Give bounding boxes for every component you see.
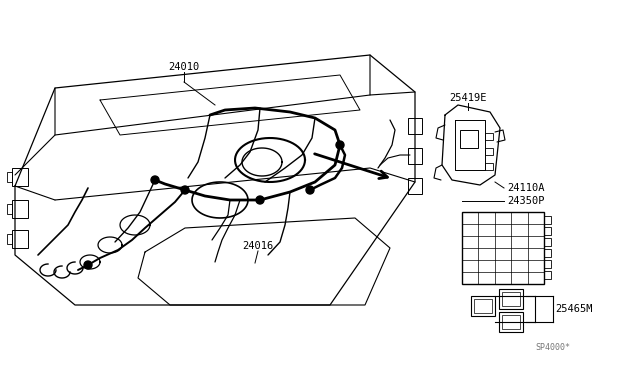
Circle shape (181, 186, 189, 194)
Circle shape (306, 186, 314, 194)
Text: 24010: 24010 (168, 62, 200, 72)
Bar (408, 148, 422, 164)
Bar (12, 200, 28, 218)
Bar (485, 163, 493, 170)
Bar (544, 227, 551, 235)
Bar (499, 289, 523, 309)
Text: 24110A: 24110A (507, 183, 545, 193)
Bar (460, 130, 478, 148)
Bar (408, 118, 422, 134)
Bar (502, 315, 520, 329)
Bar (7, 204, 12, 214)
Circle shape (84, 261, 92, 269)
Bar (544, 271, 551, 279)
Bar (408, 178, 422, 194)
Bar (471, 296, 495, 316)
Circle shape (336, 141, 344, 149)
Text: 25419E: 25419E (449, 93, 487, 103)
Bar (485, 148, 493, 155)
Bar (7, 172, 12, 182)
Bar (544, 216, 551, 224)
Text: 24016: 24016 (243, 241, 274, 251)
Bar (544, 260, 551, 268)
Circle shape (256, 196, 264, 204)
Circle shape (151, 176, 159, 184)
Text: SP4000*: SP4000* (535, 343, 570, 353)
Bar (12, 168, 28, 186)
Bar (7, 234, 12, 244)
Bar (544, 238, 551, 246)
Text: 25465M: 25465M (555, 304, 593, 314)
Text: 24350P: 24350P (507, 196, 545, 206)
Bar (474, 299, 492, 313)
Bar (462, 212, 544, 284)
Bar (499, 312, 523, 332)
Bar (12, 230, 28, 248)
Bar (502, 292, 520, 306)
Bar (544, 249, 551, 257)
Bar (485, 133, 493, 140)
